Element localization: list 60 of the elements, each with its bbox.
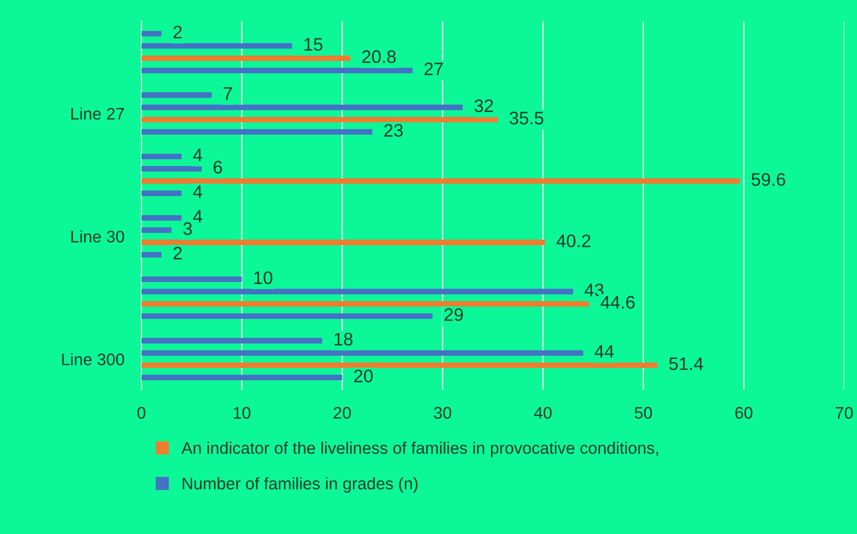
data-label: 18 xyxy=(334,332,353,346)
data-label: 59.6 xyxy=(752,173,786,186)
bar xyxy=(141,190,182,196)
bar xyxy=(141,362,658,368)
data-label: 44.6 xyxy=(600,296,635,309)
data-label: 15 xyxy=(304,38,322,51)
x-tick-label: 10 xyxy=(234,406,250,419)
x-tick-label: 0 xyxy=(137,406,146,419)
data-label: 2 xyxy=(174,246,182,260)
data-label: 44 xyxy=(594,345,614,358)
data-label: 20 xyxy=(354,370,373,382)
bar xyxy=(141,350,584,356)
data-label: 51.4 xyxy=(669,358,704,370)
bar xyxy=(141,166,202,172)
bar xyxy=(141,92,212,98)
data-label: 29 xyxy=(444,308,463,321)
bar xyxy=(141,55,350,61)
data-label: 23 xyxy=(384,124,403,137)
bar xyxy=(141,68,412,74)
data-label: 27 xyxy=(424,62,443,76)
x-tick-label: 20 xyxy=(334,406,351,419)
x-tick-label: 70 xyxy=(836,406,853,419)
data-label: 2 xyxy=(174,26,182,38)
bar xyxy=(141,313,433,319)
y-tick-label: Line 27 xyxy=(71,107,124,120)
data-label: 4 xyxy=(193,186,202,198)
legend-label: Number of families in grades (n) xyxy=(182,477,418,493)
bar xyxy=(141,178,740,184)
bar xyxy=(141,154,182,160)
data-label: 40.2 xyxy=(556,234,590,248)
data-label: 4 xyxy=(193,210,202,223)
bar xyxy=(141,240,545,246)
y-tick-label: Line 300 xyxy=(62,353,124,366)
data-label: 20.8 xyxy=(362,50,396,64)
data-label: 7 xyxy=(224,87,232,100)
x-tick-label: 40 xyxy=(534,406,552,419)
bar xyxy=(141,252,162,258)
bar xyxy=(141,116,498,122)
y-tick-label: Line 30 xyxy=(71,230,124,242)
data-label: 32 xyxy=(474,99,493,112)
bar xyxy=(141,374,342,380)
x-tick-label: 50 xyxy=(634,406,652,419)
bar xyxy=(141,338,322,344)
bar xyxy=(141,227,172,233)
data-label: 3 xyxy=(183,222,192,235)
bar xyxy=(141,129,372,135)
bar xyxy=(141,301,590,307)
bar xyxy=(141,288,574,294)
bar xyxy=(141,43,292,49)
legend-label: An indicator of the liveliness of families in provocative conditions, xyxy=(181,442,658,458)
data-label: 10 xyxy=(254,271,272,284)
data-label: 4 xyxy=(193,148,202,162)
data-label: 6 xyxy=(214,160,222,174)
data-label: 35.5 xyxy=(510,112,544,124)
bar xyxy=(141,104,463,110)
x-tick-label: 30 xyxy=(434,406,452,419)
bar xyxy=(141,215,182,221)
x-tick-label: 60 xyxy=(735,406,752,419)
bar xyxy=(141,30,162,36)
bar xyxy=(141,276,242,282)
